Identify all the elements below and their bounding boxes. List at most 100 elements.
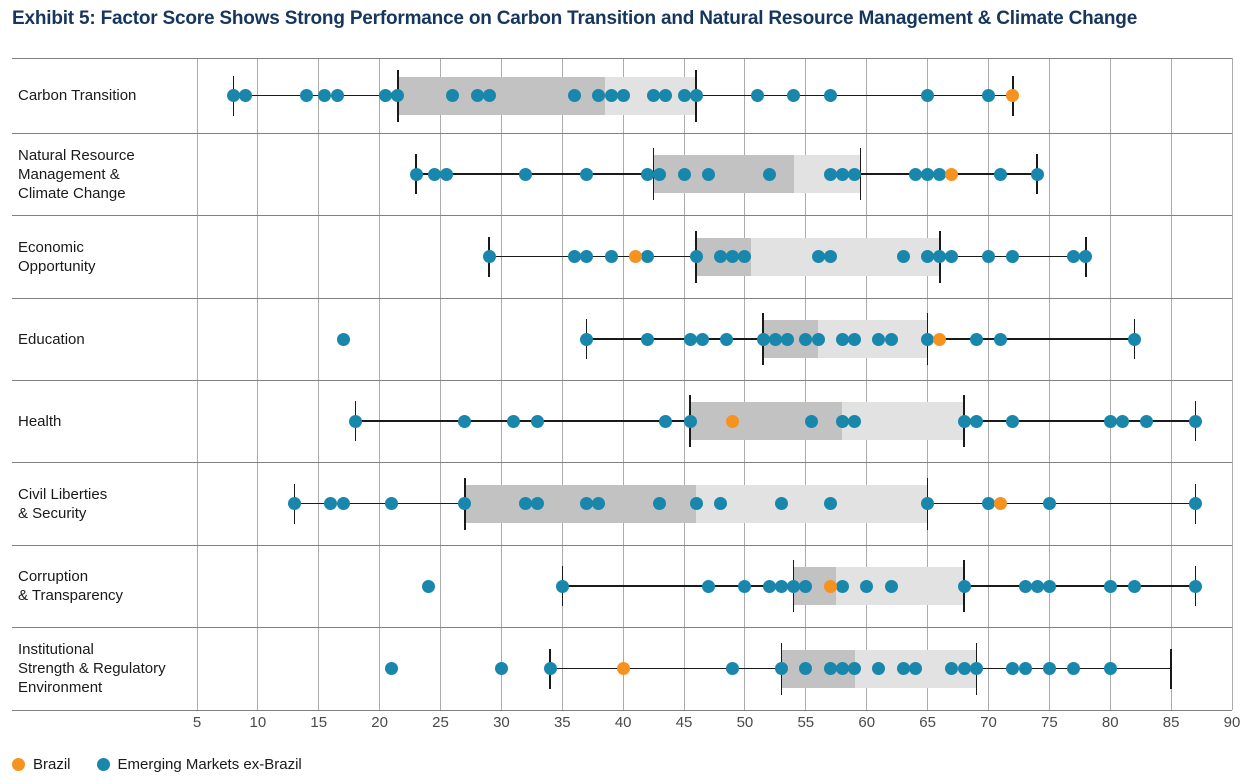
em-dot	[604, 250, 618, 263]
row-separator	[12, 627, 1232, 628]
em-dot	[872, 332, 886, 346]
em-dot	[592, 89, 606, 102]
em-dot	[421, 579, 435, 593]
em-dot	[799, 662, 813, 675]
em-dot	[781, 332, 795, 346]
em-dot	[647, 89, 661, 102]
em-dot	[750, 89, 764, 102]
em-dot	[531, 497, 545, 510]
em-dot	[994, 332, 1008, 346]
em-dot	[945, 662, 959, 675]
whisker-line	[550, 667, 782, 670]
row-separator	[12, 58, 1232, 59]
em-dot	[683, 332, 697, 346]
em-dot	[580, 332, 594, 346]
legend-item-em: Emerging Markets ex-Brazil	[96, 756, 302, 773]
iqr-box-upper	[696, 484, 928, 523]
gridline	[318, 58, 320, 710]
row-label-line: & Security	[18, 504, 87, 522]
row-separator	[12, 215, 1232, 216]
em-dot	[519, 497, 533, 510]
em-dot	[933, 167, 947, 181]
em-dot	[659, 89, 673, 102]
em-dot	[677, 89, 691, 102]
gridline	[1048, 58, 1050, 710]
brazil-dot	[994, 497, 1008, 510]
em-dot	[330, 89, 344, 102]
row-label-line: Opportunity	[18, 257, 96, 275]
gridline	[866, 58, 868, 710]
row-label: Institutional Strength & Regulatory Enviro…	[18, 640, 190, 697]
em-dot	[440, 167, 454, 181]
em-dot	[616, 89, 630, 102]
gridline	[196, 58, 198, 710]
gridline	[440, 58, 442, 710]
em-dot	[823, 89, 837, 102]
em-dot	[1042, 497, 1056, 510]
em-dot	[1103, 579, 1117, 593]
brazil-dot	[616, 662, 630, 675]
row-label-line: Management &	[18, 165, 120, 183]
em-dot	[348, 414, 362, 428]
iqr-box-lower	[690, 402, 843, 440]
x-tick-label: 70	[980, 714, 997, 731]
em-dot	[811, 250, 825, 263]
em-dot	[872, 662, 886, 675]
em-dot	[555, 579, 569, 593]
x-tick-label: 60	[858, 714, 876, 731]
x-tick-label: 90	[1223, 714, 1241, 731]
row-separator	[12, 298, 1232, 299]
em-dot	[324, 497, 338, 510]
x-tick-label: 20	[371, 714, 388, 731]
em-dot	[507, 414, 521, 428]
gridline	[683, 58, 685, 710]
em-dot	[933, 250, 947, 263]
em-dot	[787, 89, 801, 102]
gridline	[622, 58, 624, 710]
x-tick-label: 55	[797, 714, 815, 731]
em-dot	[519, 167, 533, 181]
row-label-line: Strength & Regulatory	[18, 660, 166, 677]
em-dot	[494, 662, 508, 675]
whisker-line	[586, 338, 764, 340]
em-dot	[653, 497, 667, 510]
em-dot	[787, 579, 801, 593]
em-dot	[482, 250, 496, 263]
row-separator	[12, 133, 1232, 134]
em-dot	[957, 662, 971, 675]
em-dot	[653, 167, 667, 181]
em-dot	[695, 332, 709, 346]
em-dot	[945, 250, 959, 263]
x-tick-label: 30	[493, 714, 510, 731]
em-dot	[1018, 579, 1032, 593]
em-dot	[884, 332, 898, 346]
em-dot	[774, 497, 788, 510]
em-dot	[799, 579, 813, 593]
em-dot	[701, 167, 715, 181]
row-label: Health	[18, 412, 190, 431]
em-dot	[567, 250, 581, 263]
em-dot	[1018, 662, 1032, 675]
em-dot	[823, 662, 837, 675]
em-dot	[385, 497, 399, 510]
em-dot	[641, 250, 655, 263]
brazil-dot	[726, 414, 740, 428]
em-dot	[762, 579, 776, 593]
em-dot	[641, 167, 655, 181]
em-dot	[835, 662, 849, 675]
em-dot	[1030, 579, 1044, 593]
em-dot-icon	[96, 758, 110, 771]
em-dot	[592, 497, 606, 510]
em-dot	[921, 332, 935, 346]
em-dot	[1042, 662, 1056, 675]
em-dot	[805, 414, 819, 428]
em-dot	[896, 662, 910, 675]
legend: Brazil Emerging Markets ex-Brazil	[12, 756, 302, 773]
em-dot	[738, 579, 752, 593]
em-dot	[1103, 662, 1117, 675]
em-dot	[604, 89, 618, 102]
x-tick-label: 10	[249, 714, 267, 731]
row-label-line: & Transparency	[18, 587, 124, 604]
x-tick-label: 65	[919, 714, 936, 731]
